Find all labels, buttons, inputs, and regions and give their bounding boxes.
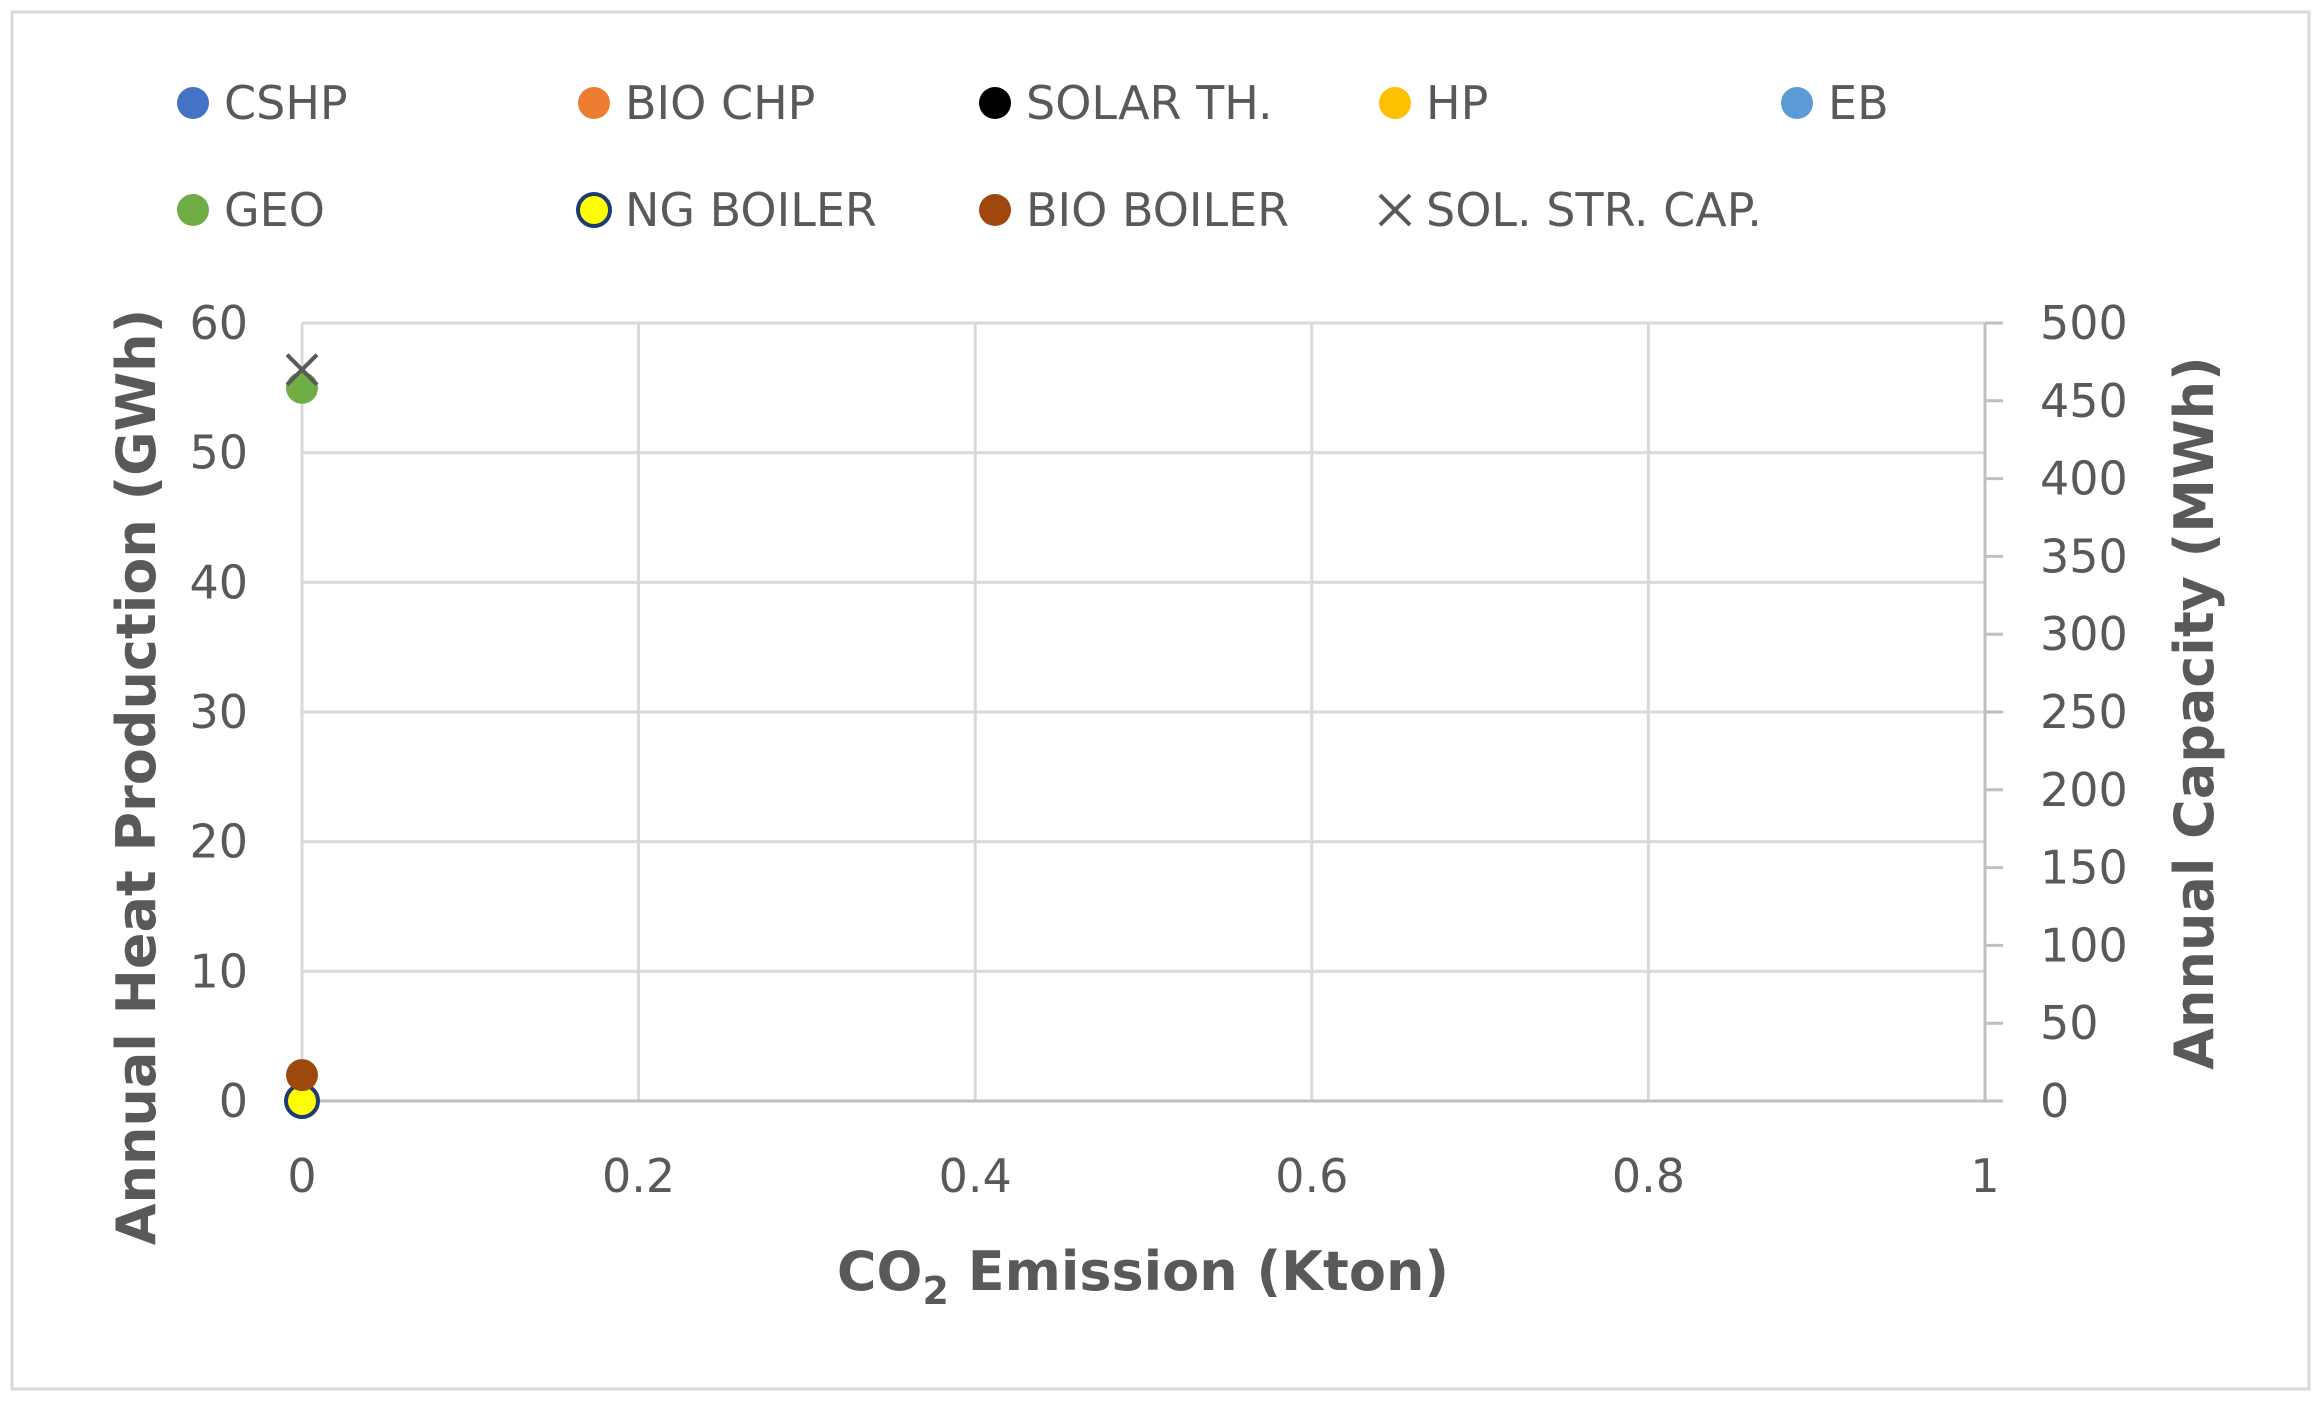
legend-circle-marker-icon bbox=[177, 87, 209, 119]
legend-item: SOLAR TH. bbox=[979, 76, 1273, 130]
x-axis-title-subscript: 2 bbox=[922, 1269, 948, 1313]
y2-tick-label: 0 bbox=[2040, 1074, 2069, 1128]
y2-tick-label: 400 bbox=[2040, 452, 2128, 506]
y2-tick-label: 150 bbox=[2040, 841, 2128, 895]
gridlines bbox=[300, 321, 1987, 1101]
legend-label: GEO bbox=[224, 183, 325, 237]
y-tick-label: 40 bbox=[189, 555, 248, 609]
y-tick-label: 0 bbox=[219, 1074, 248, 1128]
y2-tick-label: 250 bbox=[2040, 685, 2128, 739]
legend-label: HP bbox=[1426, 76, 1488, 130]
legend-item: GEO bbox=[177, 183, 325, 237]
legend-circle-marker-icon bbox=[578, 87, 610, 119]
x-tick-label: 0.6 bbox=[1275, 1149, 1348, 1203]
y2-tick-label: 350 bbox=[2040, 529, 2128, 583]
legend-circle-marker-icon bbox=[177, 194, 209, 226]
legend-circle-marker-icon bbox=[979, 87, 1011, 119]
y2-tick-label: 300 bbox=[2040, 607, 2128, 661]
y2-tick-label: 200 bbox=[2040, 763, 2128, 817]
y-tick-label: 50 bbox=[189, 426, 248, 480]
legend-label: BIO BOILER bbox=[1026, 183, 1289, 237]
y2-tick-label: 50 bbox=[2040, 996, 2099, 1050]
x-tick-label: 0 bbox=[287, 1149, 316, 1203]
legend-label: CSHP bbox=[224, 76, 348, 130]
y2-axis-title: Annual Capacity (MWh) bbox=[2163, 356, 2226, 1069]
legend-circle-marker-icon bbox=[576, 192, 612, 228]
x-tick-label: 0.8 bbox=[1612, 1149, 1685, 1203]
x-axis-title: CO2 Emission (Kton) bbox=[837, 1240, 1449, 1313]
y2-tick-label: 450 bbox=[2040, 374, 2128, 428]
legend-label: NG BOILER bbox=[625, 183, 877, 237]
legend-item: BIO BOILER bbox=[979, 183, 1289, 237]
chart-frame bbox=[10, 10, 2311, 1391]
y-tick-label: 60 bbox=[189, 296, 248, 350]
y2-tick-label: 500 bbox=[2040, 296, 2128, 350]
legend-label: SOL. STR. CAP. bbox=[1426, 183, 1762, 237]
legend-item: EB bbox=[1781, 76, 1889, 130]
legend-circle-marker-icon bbox=[979, 194, 1011, 226]
x-tick-label: 1 bbox=[1970, 1149, 1999, 1203]
legend-item: SOL. STR. CAP. bbox=[1378, 183, 1762, 237]
data-point bbox=[286, 1059, 318, 1092]
y-tick-label: 10 bbox=[189, 944, 248, 998]
legend-item: BIO CHP bbox=[578, 76, 815, 130]
data-points bbox=[284, 353, 320, 1119]
y2-tick-label: 100 bbox=[2040, 918, 2128, 972]
legend-label: SOLAR TH. bbox=[1026, 76, 1273, 130]
y-axis-title: Annual Heat Production (GWh) bbox=[105, 309, 168, 1246]
legend-item: HP bbox=[1379, 76, 1488, 130]
legend-label: BIO CHP bbox=[625, 76, 815, 130]
x-tick-label: 0.4 bbox=[939, 1149, 1012, 1203]
legend-x-marker-icon bbox=[1378, 193, 1412, 227]
y-tick-label: 20 bbox=[189, 815, 248, 869]
x-tick-label: 0.2 bbox=[602, 1149, 675, 1203]
legend-item: NG BOILER bbox=[576, 183, 877, 237]
data-point-x bbox=[285, 353, 319, 387]
legend-circle-marker-icon bbox=[1379, 87, 1411, 119]
y-tick-label: 30 bbox=[189, 685, 248, 739]
legend-label: EB bbox=[1828, 76, 1889, 130]
legend: CSHP BIO CHP SOLAR TH. HP EB GEO NG BOILER BIO … bbox=[177, 76, 1889, 237]
y-axis-ticks: 0 10 20 30 40 50 60 bbox=[189, 296, 248, 1128]
legend-item: CSHP bbox=[177, 76, 348, 130]
legend-circle-marker-icon bbox=[1781, 87, 1813, 119]
data-point bbox=[286, 371, 318, 404]
y2-axis-ticks: 0 50 100 150 200 250 300 350 400 450 500 bbox=[1985, 296, 2128, 1128]
x-axis-ticks: 0 0.2 0.4 0.6 0.8 1 bbox=[287, 1149, 1999, 1203]
